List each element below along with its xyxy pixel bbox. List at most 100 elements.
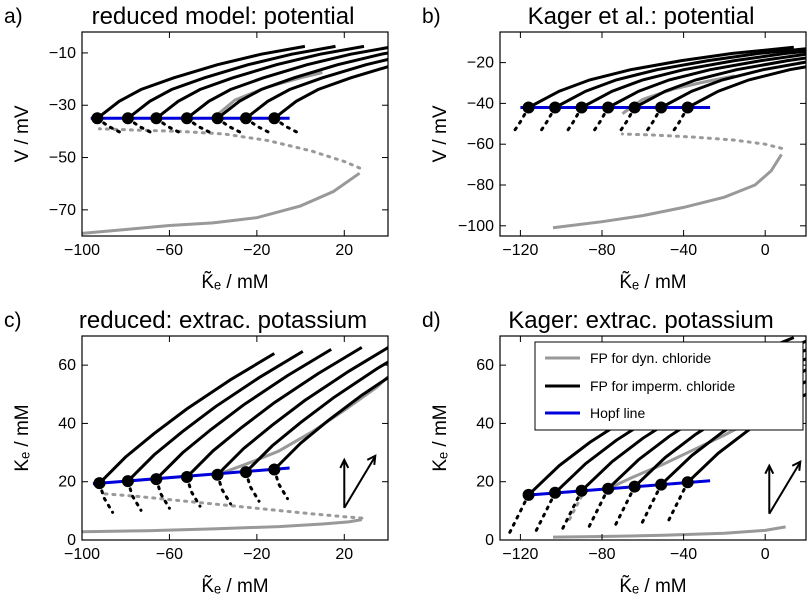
imperm-unstable-line [533,491,557,536]
hopf-point [655,478,668,491]
panel-0: a) reduced model: potential −100 −60 −20 20 −7… [4,3,389,293]
hopf-point [602,101,615,114]
y-axis-label: V / mV [12,105,33,162]
y-tick-label: −70 [49,202,76,219]
imperm-unstable-line [665,480,690,525]
direction-arrows [339,454,377,509]
imperm-unstable-line [95,116,125,136]
hopf-point [549,101,562,114]
y-tick-label: −80 [467,177,494,194]
hopf-point [180,112,193,125]
imperm-branch-line [126,44,336,120]
x-tick-label: −120 [502,242,538,259]
hopf-point [575,101,588,114]
axes-frame [81,31,389,237]
imperm-unstable-line [643,106,663,136]
imperm-unstable-line [244,470,261,503]
imperm-unstable-line [537,106,557,136]
imperm-branch-line [273,375,388,471]
dyn-stable-low-line [552,525,786,539]
y-tick-label: −50 [49,150,76,167]
imperm-unstable-line [616,106,637,136]
imperm-unstable-line [586,487,610,531]
hopf-point [268,463,281,476]
dyn-stable-low-line [82,171,361,235]
hopf-point [180,471,193,484]
x-tick-label: −20 [243,546,270,563]
y-tick-label: 60 [476,357,494,374]
axes-frame [499,31,807,237]
imperm-branch-line [216,51,388,120]
hopf-point [121,112,134,125]
imperm-branch-line [660,60,806,109]
panel-letter: c) [4,309,22,332]
imperm-unstable-line [563,106,584,136]
direction-arrows [764,459,802,515]
imperm-branch-line [126,350,304,483]
hopf-point [211,468,224,481]
legend-label-dyn: FP for dyn. chloride [590,350,711,366]
y-tick-label: 0 [485,532,494,549]
hopf-point [549,486,562,499]
hopf-point [575,484,588,497]
imperm-unstable-line [185,116,215,136]
hopf-point [239,112,252,125]
hopf-point [121,475,134,488]
imperm-unstable-line [126,116,156,136]
hopf-point [602,482,615,495]
imperm-unstable-line [154,116,184,136]
imperm-branch-line [244,57,388,120]
plot-area [82,345,388,534]
imperm-unstable-line [185,475,202,508]
hopf-point [211,112,224,125]
imperm-unstable-line [590,106,610,136]
panel-title: Kager: extrac. potassium [508,307,773,334]
dyn-unstable-line [567,494,584,522]
imperm-unstable-line [510,106,531,136]
panel-2: c) reduced: extrac. potassium −100 −60 −20 20… [4,307,389,597]
y-tick-label: 20 [58,474,76,491]
imperm-unstable-line [612,485,637,529]
imperm-branch-line [155,348,332,481]
x-axis-label: K̃ₑ / mM [619,575,686,597]
x-tick-label: −40 [670,546,697,563]
imperm-unstable-line [506,493,531,538]
hopf-point [91,112,104,125]
hopf-point [681,101,694,114]
panel-letter: a) [4,5,23,28]
y-tick-label: −60 [467,136,494,153]
hopf-point [239,466,252,479]
imperm-branch-line [527,45,794,109]
y-axis-label: Kₑ / mM [12,404,33,471]
x-tick-label: −20 [243,242,270,259]
imperm-unstable-line [559,489,584,533]
imperm-unstable-line [272,116,303,136]
imperm-unstable-line [126,479,143,512]
x-tick-label: 0 [761,242,770,259]
y-tick-label: −20 [467,55,494,72]
y-tick-label: 20 [476,474,494,491]
y-tick-label: −40 [467,95,494,112]
x-tick-label: −100 [64,242,100,259]
x-tick-label: 0 [761,546,770,563]
panel-title: reduced model: potential [92,3,355,30]
x-tick-label: −60 [156,242,183,259]
x-tick-label: −100 [64,546,100,563]
legend-label-imperm: FP for imperm. chloride [590,378,735,394]
hopf-point [681,476,694,489]
y-tick-label: −100 [458,218,494,235]
dyn-unstable-line [620,132,783,150]
x-tick-label: −120 [502,546,538,563]
imperm-unstable-line [244,116,274,136]
imperm-branch-line [155,44,365,120]
x-tick-label: 20 [335,546,353,563]
imperm-branch-line [273,65,388,120]
hopf-point [268,112,281,125]
y-tick-label: 40 [476,415,494,432]
imperm-branch-line [98,352,276,485]
imperm-unstable-line [272,468,289,501]
legend-label-hopf: Hopf line [590,405,645,421]
panel-letter: b) [422,5,441,28]
hopf-point [628,101,641,114]
panel-1: b) Kager et al.: potential −120 −80 −40 0 −100… [422,3,807,293]
